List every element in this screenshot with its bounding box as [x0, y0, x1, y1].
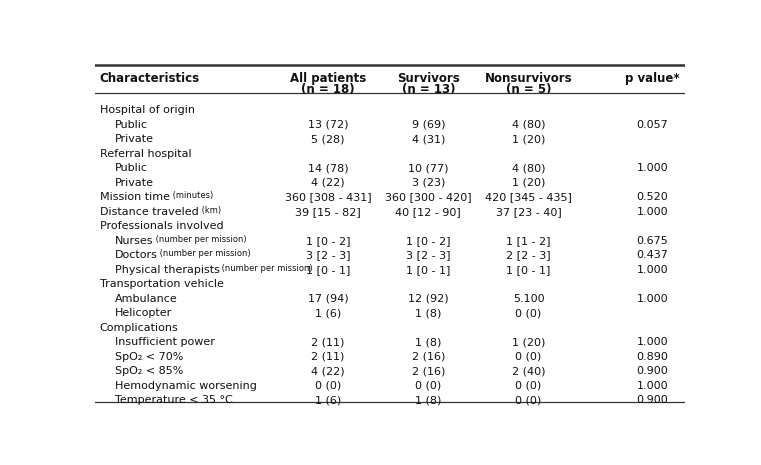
Text: 1.000: 1.000 [637, 293, 668, 304]
Text: 1 (8): 1 (8) [416, 308, 441, 318]
Text: 3 (23): 3 (23) [412, 178, 445, 188]
Text: 3 [2 - 3]: 3 [2 - 3] [306, 250, 350, 260]
Text: Mission time: Mission time [100, 192, 170, 202]
Text: 1.000: 1.000 [637, 337, 668, 347]
Text: 1 [0 - 1]: 1 [0 - 1] [306, 265, 350, 275]
Text: Survivors: Survivors [397, 72, 460, 85]
Text: 1 [0 - 2]: 1 [0 - 2] [306, 236, 350, 246]
Text: 0.057: 0.057 [637, 120, 668, 130]
Text: (number per mission): (number per mission) [153, 234, 247, 244]
Text: 1 (6): 1 (6) [315, 308, 341, 318]
Text: 2 (16): 2 (16) [412, 366, 445, 376]
Text: 2 (11): 2 (11) [311, 352, 345, 362]
Text: Temperature < 35 °C: Temperature < 35 °C [115, 395, 232, 405]
Text: Physical therapists: Physical therapists [115, 265, 219, 275]
Text: 2 (40): 2 (40) [512, 366, 546, 376]
Text: 1.000: 1.000 [637, 163, 668, 173]
Text: 0.675: 0.675 [637, 236, 668, 246]
Text: 12 (92): 12 (92) [408, 293, 449, 304]
Text: 1.000: 1.000 [637, 265, 668, 275]
Text: 1 (20): 1 (20) [512, 178, 546, 188]
Text: 4 (80): 4 (80) [512, 120, 546, 130]
Text: Public: Public [115, 163, 148, 173]
Text: Nonsurvivors: Nonsurvivors [485, 72, 572, 85]
Text: 1 (8): 1 (8) [416, 395, 441, 405]
Text: 39 [15 - 82]: 39 [15 - 82] [295, 206, 361, 217]
Text: Distance traveled: Distance traveled [100, 206, 199, 217]
Text: Transportation vehicle: Transportation vehicle [100, 279, 224, 289]
Text: 13 (72): 13 (72) [308, 120, 349, 130]
Text: 0.520: 0.520 [637, 192, 668, 202]
Text: (n = 13): (n = 13) [402, 83, 455, 96]
Text: 0.900: 0.900 [637, 366, 668, 376]
Text: Public: Public [115, 120, 148, 130]
Text: 10 (77): 10 (77) [408, 163, 448, 173]
Text: 40 [12 - 90]: 40 [12 - 90] [396, 206, 461, 217]
Text: 37 [23 - 40]: 37 [23 - 40] [495, 206, 562, 217]
Text: 1.000: 1.000 [637, 206, 668, 217]
Text: Private: Private [115, 134, 154, 144]
Text: 0 (0): 0 (0) [515, 395, 542, 405]
Text: Complications: Complications [100, 323, 179, 332]
Text: (n = 5): (n = 5) [506, 83, 552, 96]
Text: 4 (80): 4 (80) [512, 163, 546, 173]
Text: (minutes): (minutes) [170, 191, 213, 200]
Text: All patients: All patients [290, 72, 366, 85]
Text: Ambulance: Ambulance [115, 293, 177, 304]
Text: 4 (31): 4 (31) [412, 134, 445, 144]
Text: p value*: p value* [625, 72, 680, 85]
Text: 0.890: 0.890 [636, 352, 668, 362]
Text: Referral hospital: Referral hospital [100, 149, 192, 159]
Text: 2 (16): 2 (16) [412, 352, 445, 362]
Text: Hospital of origin: Hospital of origin [100, 105, 195, 115]
Text: Private: Private [115, 178, 154, 188]
Text: Helicopter: Helicopter [115, 308, 172, 318]
Text: SpO₂ < 85%: SpO₂ < 85% [115, 366, 183, 376]
Text: 1 (20): 1 (20) [512, 337, 546, 347]
Text: 360 [308 - 431]: 360 [308 - 431] [285, 192, 371, 202]
Text: 1 (6): 1 (6) [315, 395, 341, 405]
Text: Doctors: Doctors [115, 250, 158, 260]
Text: 1 (20): 1 (20) [512, 134, 546, 144]
Text: 4 (22): 4 (22) [311, 178, 345, 188]
Text: 0 (0): 0 (0) [515, 308, 542, 318]
Text: 4 (22): 4 (22) [311, 366, 345, 376]
Text: Nurses: Nurses [115, 236, 153, 246]
Text: 0.900: 0.900 [637, 395, 668, 405]
Text: (km): (km) [199, 206, 221, 214]
Text: 0 (0): 0 (0) [515, 352, 542, 362]
Text: 5.100: 5.100 [513, 293, 544, 304]
Text: 17 (94): 17 (94) [307, 293, 349, 304]
Text: 14 (78): 14 (78) [307, 163, 349, 173]
Text: 0 (0): 0 (0) [416, 380, 441, 391]
Text: 9 (69): 9 (69) [412, 120, 445, 130]
Text: Characteristics: Characteristics [100, 72, 200, 85]
Text: 1 [0 - 2]: 1 [0 - 2] [406, 236, 451, 246]
Text: (number per mission): (number per mission) [219, 264, 313, 272]
Text: 1 [1 - 2]: 1 [1 - 2] [506, 236, 551, 246]
Text: 2 (11): 2 (11) [311, 337, 345, 347]
Text: 0 (0): 0 (0) [315, 380, 341, 391]
Text: 1.000: 1.000 [637, 380, 668, 391]
Text: SpO₂ < 70%: SpO₂ < 70% [115, 352, 183, 362]
Text: 5 (28): 5 (28) [311, 134, 345, 144]
Text: 2 [2 - 3]: 2 [2 - 3] [506, 250, 551, 260]
Text: Professionals involved: Professionals involved [100, 221, 224, 231]
Text: 1 [0 - 1]: 1 [0 - 1] [506, 265, 551, 275]
Text: 420 [345 - 435]: 420 [345 - 435] [486, 192, 572, 202]
Text: 1 (8): 1 (8) [416, 337, 441, 347]
Text: (n = 18): (n = 18) [301, 83, 355, 96]
Text: 0 (0): 0 (0) [515, 380, 542, 391]
Text: 1 [0 - 1]: 1 [0 - 1] [406, 265, 451, 275]
Text: 0.437: 0.437 [636, 250, 668, 260]
Text: (number per mission): (number per mission) [158, 249, 251, 258]
Text: 3 [2 - 3]: 3 [2 - 3] [406, 250, 451, 260]
Text: Insufficient power: Insufficient power [115, 337, 215, 347]
Text: Hemodynamic worsening: Hemodynamic worsening [115, 380, 256, 391]
Text: 360 [300 - 420]: 360 [300 - 420] [385, 192, 472, 202]
